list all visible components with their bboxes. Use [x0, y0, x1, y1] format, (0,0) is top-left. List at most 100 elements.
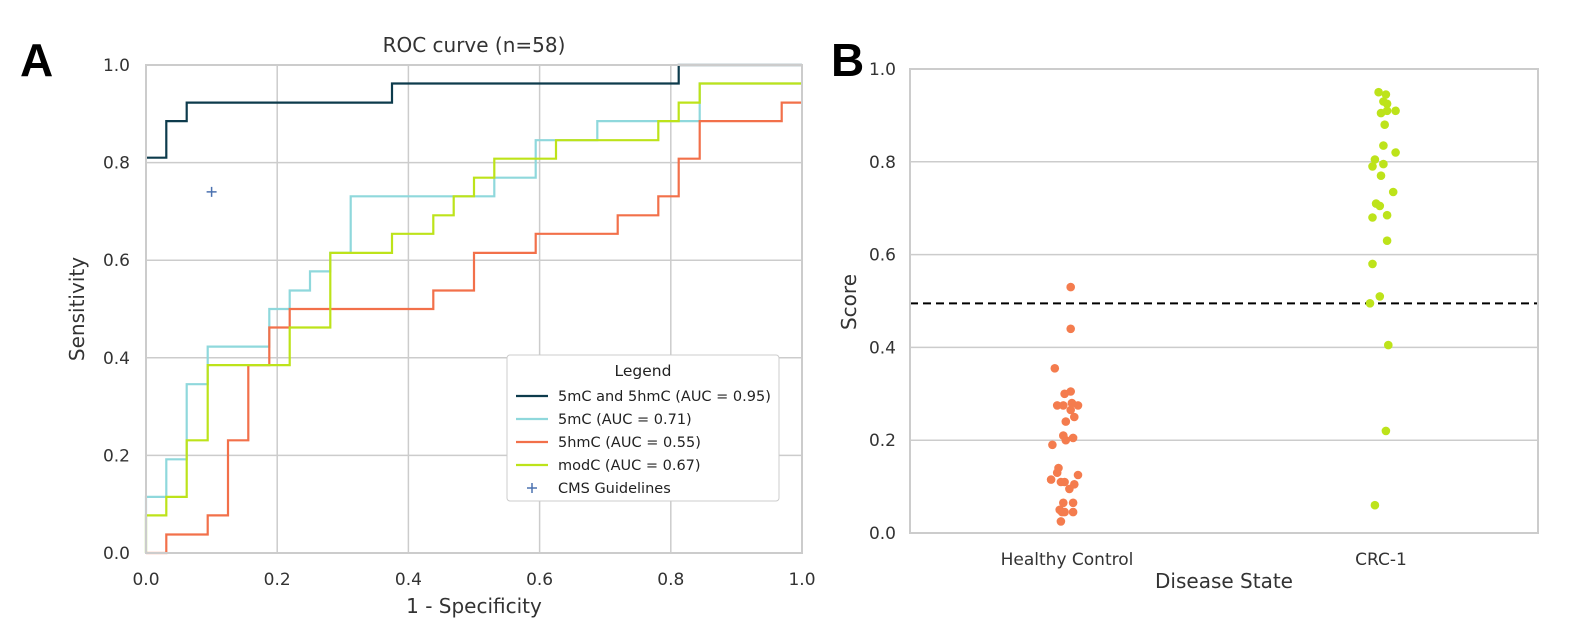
roc-x-axis-label: 1 - Specificity	[406, 594, 542, 618]
score-point	[1382, 236, 1392, 245]
score-point	[1060, 507, 1069, 517]
roc-x-tick-label: 0.8	[657, 570, 684, 590]
roc-y-tick-label: 0.4	[103, 349, 130, 369]
score-point	[1066, 282, 1075, 292]
score-point	[1382, 99, 1392, 109]
roc-x-tick-label: 0.4	[395, 570, 422, 590]
score-y-tick-label: 0.4	[869, 338, 896, 358]
score-point	[1061, 417, 1071, 426]
roc-y-tick-labels: 0.0 0.2 0.4 0.6 0.8 1.0	[103, 56, 130, 564]
roc-curves	[144, 63, 802, 555]
score-point	[1380, 120, 1389, 129]
legend-swatch	[527, 483, 537, 493]
score-plot-frame	[909, 68, 1539, 534]
score-point	[1370, 500, 1380, 510]
legend-entry: modC (AUC = 0.67)	[516, 458, 701, 474]
score-point	[1365, 299, 1375, 308]
score-point	[1379, 159, 1388, 169]
score-x-tick-labels: Healthy Control CRC-1	[1001, 550, 1407, 570]
score-point	[1381, 90, 1391, 99]
score-point	[1066, 324, 1075, 334]
legend-label: 5mC (AUC = 0.71)	[558, 412, 692, 428]
score-plot-background	[910, 69, 1538, 533]
score-point	[1391, 148, 1400, 157]
score-y-tick-labels: 0.0 0.2 0.4 0.6 0.8 1.0	[869, 60, 896, 544]
score-point	[1052, 468, 1062, 478]
panel-b-letter: B	[831, 34, 864, 86]
roc-curve-3	[146, 101, 802, 555]
score-point	[1061, 435, 1071, 445]
legend-label: 5hmC (AUC = 0.55)	[558, 435, 701, 451]
score-point	[1066, 405, 1075, 415]
roc-chart: 0.0 0.2 0.4 0.6 0.8 1.0 0.0 0.2 0.4 0.6 0.8 1.0 RO…	[65, 33, 816, 618]
legend-entry: 5mC and 5hmC (AUC = 0.95)	[516, 389, 771, 405]
roc-y-tick-label: 0.8	[103, 154, 130, 174]
score-point	[1370, 155, 1380, 164]
score-point	[1368, 162, 1377, 171]
legend-entry: CMS Guidelines	[527, 481, 671, 497]
legend-entry: 5hmC (AUC = 0.55)	[516, 435, 701, 451]
roc-y-tick-label: 1.0	[103, 56, 130, 76]
score-y-tick-label: 0.0	[869, 524, 896, 544]
score-point	[1384, 340, 1393, 350]
score-point	[1060, 477, 1069, 487]
score-point	[1048, 440, 1057, 450]
legend-entry: 5mC (AUC = 0.71)	[516, 412, 692, 428]
score-point	[1046, 475, 1056, 484]
roc-y-tick-label: 0.0	[103, 544, 130, 564]
legend-label: 5mC and 5hmC (AUC = 0.95)	[558, 389, 771, 405]
score-point	[1070, 412, 1079, 422]
roc-markers	[206, 186, 217, 197]
score-point	[1381, 426, 1391, 436]
score-y-tick-label: 1.0	[869, 60, 896, 80]
legend-entries: 5mC and 5hmC (AUC = 0.95) 5mC (AUC = 0.71…	[516, 389, 771, 497]
score-point	[1059, 498, 1068, 508]
cms-guidelines-marker	[206, 186, 217, 197]
score-y-axis-label: Score	[837, 274, 861, 330]
score-points	[1046, 87, 1400, 526]
roc-curve-1	[146, 63, 802, 159]
score-point	[1068, 507, 1078, 517]
roc-x-tick-label: 0.6	[526, 570, 553, 590]
score-point	[1388, 187, 1398, 197]
roc-x-tick-label: 0.2	[264, 570, 291, 590]
score-point	[1050, 364, 1060, 373]
score-y-tick-label: 0.8	[869, 153, 896, 173]
score-point	[1073, 401, 1083, 410]
score-point	[1376, 108, 1386, 118]
score-point	[1382, 210, 1392, 220]
score-x-axis-label: Disease State	[1155, 569, 1293, 593]
score-point	[1375, 201, 1385, 211]
score-point	[1073, 470, 1083, 480]
score-point	[1068, 498, 1078, 508]
legend-title: Legend	[615, 362, 672, 380]
score-point	[1368, 259, 1377, 269]
legend-box	[506, 354, 780, 502]
roc-x-tick-label: 1.0	[788, 570, 815, 590]
score-point	[1059, 401, 1068, 410]
roc-y-axis-label: Sensitivity	[65, 257, 89, 361]
roc-x-tick-labels: 0.0 0.2 0.4 0.6 0.8 1.0	[132, 570, 815, 590]
legend-label: modC (AUC = 0.67)	[558, 458, 701, 474]
score-point	[1068, 433, 1078, 443]
score-x-tick-label: Healthy Control	[1001, 550, 1134, 570]
score-point	[1391, 106, 1400, 116]
score-point	[1052, 401, 1062, 410]
score-point	[1374, 87, 1383, 97]
roc-title: ROC curve (n=58)	[383, 33, 566, 57]
score-point	[1375, 292, 1385, 301]
score-point	[1065, 484, 1074, 494]
roc-curve-4	[144, 82, 802, 553]
roc-x-tick-label: 0.0	[132, 570, 159, 590]
roc-y-tick-label: 0.2	[103, 446, 130, 466]
score-point	[1376, 171, 1386, 180]
panel-a-letter: A	[20, 34, 53, 86]
score-point	[1066, 387, 1075, 396]
roc-plot-frame	[145, 64, 803, 554]
legend-label: CMS Guidelines	[558, 481, 671, 497]
roc-y-tick-label: 0.6	[103, 251, 130, 271]
score-point	[1368, 213, 1377, 222]
score-y-tick-label: 0.2	[869, 431, 896, 451]
roc-legend: Legend 5mC and 5hmC (AUC = 0.95) 5mC (AUC…	[506, 354, 780, 502]
